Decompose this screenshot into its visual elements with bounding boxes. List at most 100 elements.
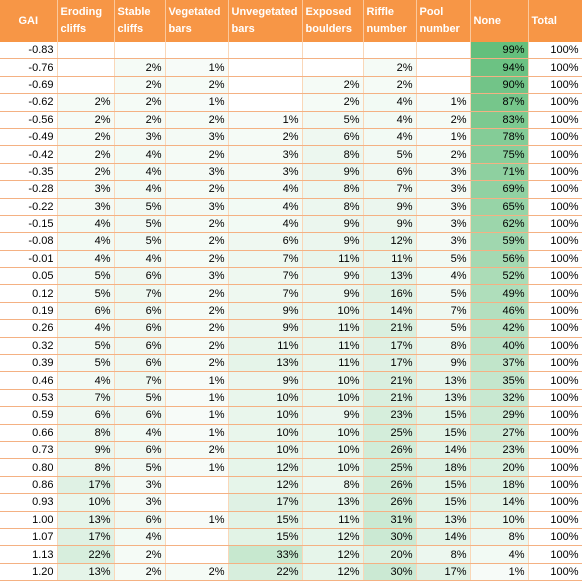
value-cell — [363, 42, 417, 60]
gai-cell: 0.66 — [0, 424, 58, 442]
value-cell: 1% — [228, 111, 303, 129]
value-cell: 12% — [228, 476, 303, 495]
value-cell: 20% — [470, 458, 529, 477]
value-cell: 8% — [302, 476, 364, 495]
value-cell: 2% — [114, 76, 166, 95]
value-cell: 2% — [228, 128, 303, 147]
value-cell: 5% — [114, 232, 166, 251]
table-row: -0.28 3% 4% 2% 4% 8% 7% 3% 69% 100% — [0, 180, 582, 199]
value-cell: 13% — [416, 511, 471, 529]
value-cell: 4% — [363, 128, 417, 147]
value-cell: 3% — [416, 180, 471, 199]
gai-cell: 0.32 — [0, 337, 58, 356]
value-cell: 37% — [470, 354, 529, 373]
value-cell: 9% — [302, 163, 364, 182]
value-cell — [57, 76, 115, 95]
table-row: 0.05 5% 6% 3% 7% 9% 13% 4% 52% 100% — [0, 267, 582, 286]
value-cell: 4% — [57, 232, 115, 251]
value-cell: 2% — [114, 58, 166, 77]
gai-cell: 0.80 — [0, 458, 58, 477]
value-cell: 4% — [228, 198, 303, 216]
table-row: 1.00 13% 6% 1% 15% 11% 31% 13% 10% 100% — [0, 511, 582, 529]
table-row: 0.59 6% 6% 1% 10% 9% 23% 15% 29% 100% — [0, 406, 582, 425]
gai-cell: 1.13 — [0, 545, 58, 564]
value-cell: 4% — [57, 250, 115, 269]
value-cell: 4% — [114, 424, 166, 442]
value-cell — [228, 93, 303, 112]
value-cell: 2% — [302, 76, 364, 95]
value-cell — [165, 476, 229, 495]
value-cell: 11% — [302, 319, 364, 338]
value-cell: 4% — [57, 215, 115, 234]
value-cell: 13% — [57, 511, 115, 529]
value-cell: 5% — [416, 319, 471, 338]
table-row: 0.32 5% 6% 2% 11% 11% 17% 8% 40% 100% — [0, 337, 582, 356]
value-cell: 3% — [228, 145, 303, 164]
value-cell: 8% — [416, 545, 471, 564]
value-cell: 6% — [114, 302, 166, 321]
value-cell: 35% — [470, 371, 529, 390]
header-cell: Pool number — [416, 0, 471, 42]
value-cell: 9% — [57, 441, 115, 460]
header-cell: GAI — [0, 0, 58, 42]
value-cell: 17% — [363, 354, 417, 373]
value-cell: 100% — [528, 371, 582, 390]
table-row: -0.35 2% 4% 3% 3% 9% 6% 3% 71% 100% — [0, 163, 582, 182]
value-cell — [228, 58, 303, 77]
value-cell: 4% — [57, 371, 115, 390]
value-cell: 3% — [228, 163, 303, 182]
value-cell: 100% — [528, 424, 582, 442]
table-row: 0.73 9% 6% 2% 10% 10% 26% 14% 23% 100% — [0, 441, 582, 460]
value-cell: 7% — [114, 371, 166, 390]
value-cell: 27% — [470, 424, 529, 442]
gai-cell: 0.39 — [0, 354, 58, 373]
value-cell: 4% — [114, 528, 166, 547]
gai-cell: -0.83 — [0, 42, 58, 60]
value-cell: 11% — [363, 250, 417, 269]
value-cell: 10% — [302, 441, 364, 460]
value-cell: 21% — [363, 371, 417, 390]
value-cell: 21% — [363, 389, 417, 408]
value-cell: 10% — [302, 389, 364, 408]
value-cell: 100% — [528, 389, 582, 408]
value-cell: 11% — [302, 511, 364, 529]
gai-cell: -0.62 — [0, 93, 58, 112]
value-cell: 17% — [57, 476, 115, 495]
value-cell: 2% — [165, 563, 229, 581]
value-cell: 2% — [165, 111, 229, 129]
value-cell: 10% — [228, 424, 303, 442]
value-cell: 9% — [228, 371, 303, 390]
value-cell: 15% — [228, 528, 303, 547]
value-cell: 18% — [470, 476, 529, 495]
value-cell: 2% — [57, 128, 115, 147]
value-cell: 4% — [114, 163, 166, 182]
value-cell — [57, 42, 115, 60]
value-cell: 1% — [416, 128, 471, 147]
value-cell: 3% — [416, 198, 471, 216]
gai-cell: 0.59 — [0, 406, 58, 425]
value-cell: 83% — [470, 111, 529, 129]
gai-cell: -0.08 — [0, 232, 58, 251]
value-cell: 2% — [57, 163, 115, 182]
value-cell: 13% — [57, 563, 115, 581]
value-cell: 2% — [57, 111, 115, 129]
value-cell: 1% — [165, 93, 229, 112]
value-cell: 1% — [165, 458, 229, 477]
value-cell: 5% — [302, 111, 364, 129]
value-cell: 8% — [57, 458, 115, 477]
value-cell — [416, 76, 471, 95]
value-cell: 87% — [470, 93, 529, 112]
value-cell: 10% — [228, 406, 303, 425]
value-cell: 2% — [165, 76, 229, 95]
value-cell: 9% — [228, 302, 303, 321]
value-cell: 13% — [302, 493, 364, 512]
value-cell: 100% — [528, 302, 582, 321]
value-cell: 2% — [165, 250, 229, 269]
value-cell: 2% — [416, 145, 471, 164]
gai-cell: 0.12 — [0, 284, 58, 303]
table-row: -0.22 3% 5% 3% 4% 8% 9% 3% 65% 100% — [0, 198, 582, 216]
value-cell: 2% — [114, 111, 166, 129]
value-cell: 2% — [57, 93, 115, 112]
value-cell: 2% — [165, 441, 229, 460]
value-cell: 6% — [363, 163, 417, 182]
